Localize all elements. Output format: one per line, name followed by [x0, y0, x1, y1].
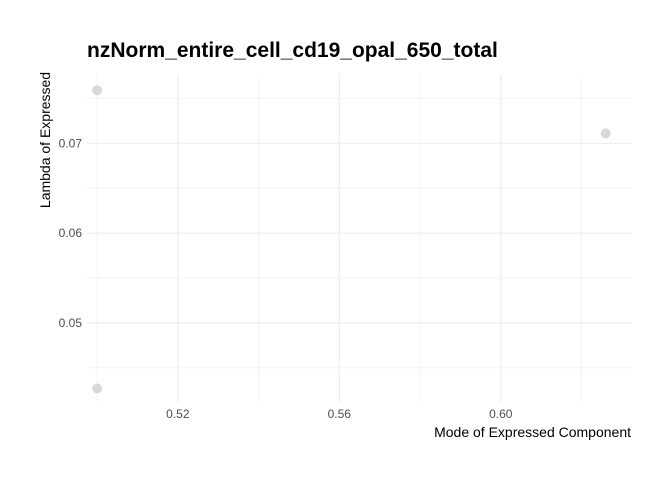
- y-axis-ticks: 0.05 0.06 0.07: [59, 136, 83, 330]
- x-axis-title: Mode of Expressed Component: [434, 424, 631, 440]
- y-tick-label: 0.07: [59, 136, 83, 150]
- x-tick-label: 0.52: [166, 407, 190, 421]
- data-point: [92, 383, 103, 394]
- x-axis-ticks: 0.52 0.56 0.60: [166, 407, 513, 421]
- data-points: [92, 85, 611, 394]
- data-point: [92, 85, 103, 96]
- chart-title: nzNorm_entire_cell_cd19_opal_650_total: [87, 39, 498, 62]
- data-point: [600, 128, 611, 139]
- x-tick-label: 0.60: [489, 407, 513, 421]
- y-axis-title: Lambda of Expressed: [37, 72, 53, 208]
- y-tick-label: 0.06: [59, 226, 83, 240]
- minor-gridlines: [87, 75, 632, 402]
- major-gridlines: [87, 75, 632, 402]
- y-tick-label: 0.05: [59, 316, 83, 330]
- x-tick-label: 0.56: [328, 407, 352, 421]
